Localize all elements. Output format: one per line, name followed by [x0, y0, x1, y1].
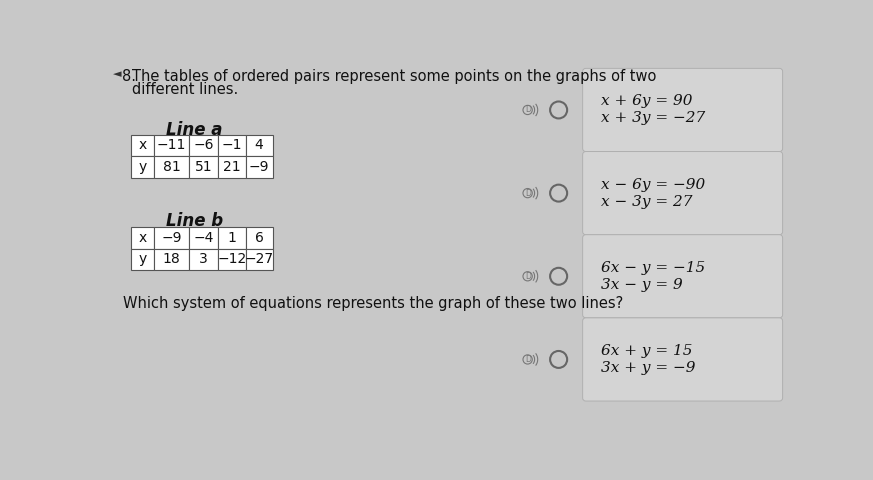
Text: D: D: [526, 189, 532, 198]
Circle shape: [550, 101, 567, 119]
Text: −11: −11: [157, 138, 186, 152]
FancyBboxPatch shape: [582, 152, 782, 235]
Bar: [218, 227, 245, 249]
FancyBboxPatch shape: [582, 235, 782, 318]
Text: 6: 6: [255, 231, 264, 245]
Text: 6x + y = 15: 6x + y = 15: [601, 344, 693, 358]
Bar: [131, 134, 154, 156]
Circle shape: [550, 185, 567, 202]
Text: −4: −4: [194, 231, 214, 245]
Bar: [245, 249, 272, 270]
Bar: [218, 134, 245, 156]
Text: 51: 51: [195, 160, 212, 174]
Text: −9: −9: [162, 231, 182, 245]
Bar: [245, 134, 272, 156]
Bar: [154, 249, 189, 270]
Text: Which system of equations represents the graph of these two lines?: Which system of equations represents the…: [123, 296, 623, 312]
Circle shape: [550, 351, 567, 368]
Bar: [131, 156, 154, 178]
Text: The tables of ordered pairs represent some points on the graphs of two: The tables of ordered pairs represent so…: [133, 69, 656, 84]
Text: Line b: Line b: [166, 212, 223, 229]
Text: 3x − y = 9: 3x − y = 9: [601, 278, 683, 292]
Text: y: y: [138, 160, 147, 174]
Text: −9: −9: [249, 160, 270, 174]
Text: D: D: [526, 355, 532, 364]
Text: x: x: [138, 231, 147, 245]
Bar: [154, 227, 189, 249]
Circle shape: [523, 189, 533, 198]
FancyBboxPatch shape: [582, 318, 782, 401]
Text: −6: −6: [194, 138, 214, 152]
Text: 1: 1: [228, 231, 237, 245]
Bar: [218, 249, 245, 270]
Bar: [218, 156, 245, 178]
Text: 4: 4: [255, 138, 264, 152]
Text: different lines.: different lines.: [133, 82, 238, 97]
Text: D: D: [526, 272, 532, 281]
Text: −1: −1: [222, 138, 242, 152]
Text: x − 3y = 27: x − 3y = 27: [601, 194, 693, 209]
Bar: [131, 227, 154, 249]
Text: y: y: [138, 252, 147, 266]
FancyBboxPatch shape: [582, 68, 782, 152]
Text: 21: 21: [223, 160, 241, 174]
Text: ◄: ◄: [113, 69, 121, 79]
Text: Line a: Line a: [166, 121, 223, 139]
Circle shape: [523, 105, 533, 115]
Text: 6x − y = −15: 6x − y = −15: [601, 261, 705, 275]
Text: −27: −27: [244, 252, 273, 266]
Text: x + 3y = −27: x + 3y = −27: [601, 111, 705, 125]
Text: 81: 81: [162, 160, 181, 174]
Bar: [131, 249, 154, 270]
Bar: [189, 134, 218, 156]
Bar: [189, 156, 218, 178]
Bar: [245, 227, 272, 249]
Bar: [154, 156, 189, 178]
Circle shape: [523, 272, 533, 281]
Bar: [189, 227, 218, 249]
Circle shape: [550, 268, 567, 285]
Bar: [189, 249, 218, 270]
Circle shape: [523, 355, 533, 364]
Bar: [154, 134, 189, 156]
Text: D: D: [526, 106, 532, 114]
Text: 8.: 8.: [121, 69, 135, 84]
Text: x + 6y = 90: x + 6y = 90: [601, 95, 693, 108]
Text: 3x + y = −9: 3x + y = −9: [601, 361, 696, 375]
Text: −12: −12: [217, 252, 246, 266]
Text: x: x: [138, 138, 147, 152]
Bar: [245, 156, 272, 178]
Text: 3: 3: [199, 252, 208, 266]
Text: 18: 18: [162, 252, 181, 266]
Text: x − 6y = −90: x − 6y = −90: [601, 178, 705, 192]
